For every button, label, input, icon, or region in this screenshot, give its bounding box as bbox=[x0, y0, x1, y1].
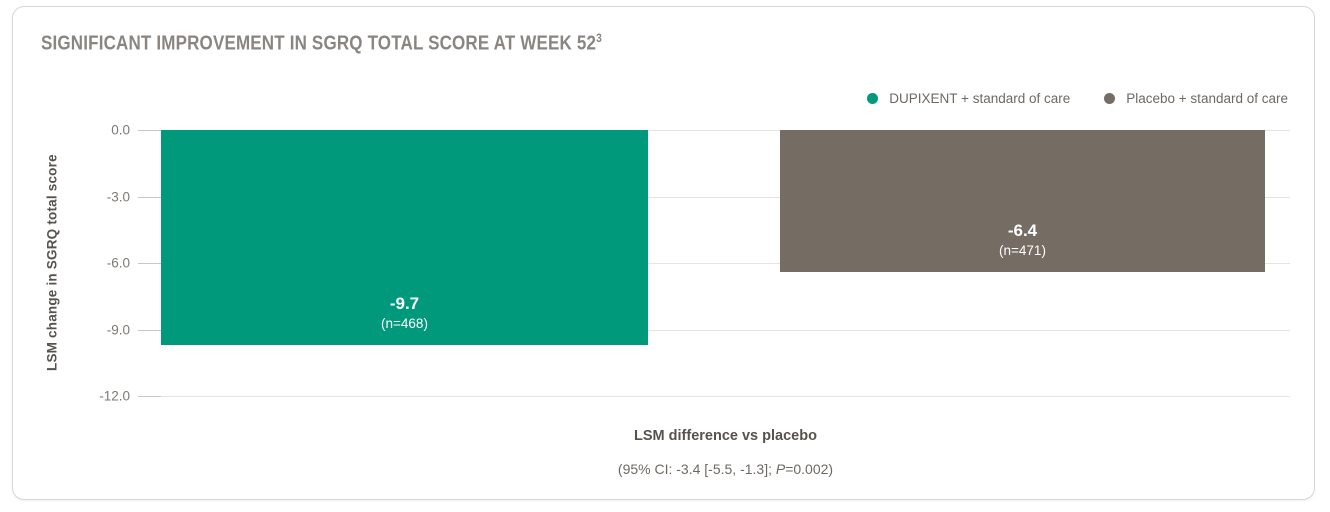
ci-text-suffix: =0.002) bbox=[785, 461, 834, 477]
chart-title-text: SIGNIFICANT IMPROVEMENT IN SGRQ TOTAL SC… bbox=[41, 32, 597, 55]
y-axis-tick bbox=[138, 196, 161, 198]
y-axis-tick-label: 0.0 bbox=[111, 122, 130, 138]
bar-n-label: (n=468) bbox=[381, 316, 428, 332]
gridline bbox=[161, 396, 1290, 397]
gridline bbox=[161, 329, 1290, 331]
legend-dot-icon bbox=[867, 93, 879, 104]
y-axis-tick bbox=[138, 263, 161, 264]
p-value-symbol: P bbox=[775, 461, 786, 477]
legend-item-label: DUPIXENT + standard of care bbox=[889, 91, 1071, 106]
bar-n-label: (n=471) bbox=[999, 242, 1046, 258]
y-axis-tick-label: -9.0 bbox=[106, 322, 130, 337]
chart-card: SIGNIFICANT IMPROVEMENT IN SGRQ TOTAL SC… bbox=[12, 6, 1315, 500]
x-axis-label: LSM difference vs placebo bbox=[634, 428, 817, 444]
gridline bbox=[161, 196, 1290, 198]
gridline bbox=[161, 130, 1290, 131]
bar-placebo: -6.4 (n=471) bbox=[780, 130, 1265, 272]
bar-chart-plot-area: 0.0 -3.0 -6.0 -9.0 -12.0 -9.7 (n=468) -6.4 (n=47… bbox=[99, 123, 1290, 404]
y-axis-tick bbox=[138, 396, 161, 397]
legend-item-0: DUPIXENT + standard of care bbox=[867, 91, 1070, 106]
legend-dot-icon bbox=[1104, 93, 1116, 104]
bar-dupixent: -9.7 (n=468) bbox=[161, 130, 648, 346]
legend-item-label: Placebo + standard of care bbox=[1126, 91, 1288, 106]
bar-value-label: -9.7 bbox=[389, 294, 420, 314]
y-axis-label: LSM change in SGRQ total score bbox=[44, 154, 60, 372]
y-axis-tick-label: -6.0 bbox=[106, 255, 130, 271]
y-axis-tick bbox=[138, 329, 161, 331]
chart-title: SIGNIFICANT IMPROVEMENT IN SGRQ TOTAL SC… bbox=[41, 31, 602, 56]
confidence-interval-text: (95% CI: -3.4 [-5.5, -1.3]; P=0.002) bbox=[161, 461, 1290, 477]
ci-text-prefix: (95% CI: -3.4 [-5.5, -1.3]; bbox=[617, 461, 776, 477]
y-axis-tick-label: -3.0 bbox=[106, 189, 130, 204]
y-axis-tick bbox=[138, 130, 161, 131]
legend-item-1: Placebo + standard of care bbox=[1104, 91, 1288, 106]
y-axis-tick-label: -12.0 bbox=[99, 388, 130, 404]
bar-value-label: -6.4 bbox=[1007, 220, 1038, 240]
chart-title-superscript: 3 bbox=[596, 31, 602, 45]
legend: DUPIXENT + standard of care Placebo + sta… bbox=[867, 91, 1288, 106]
gridline bbox=[161, 263, 1290, 264]
x-axis-footer: LSM difference vs placebo (95% CI: -3.4 … bbox=[161, 428, 1290, 477]
